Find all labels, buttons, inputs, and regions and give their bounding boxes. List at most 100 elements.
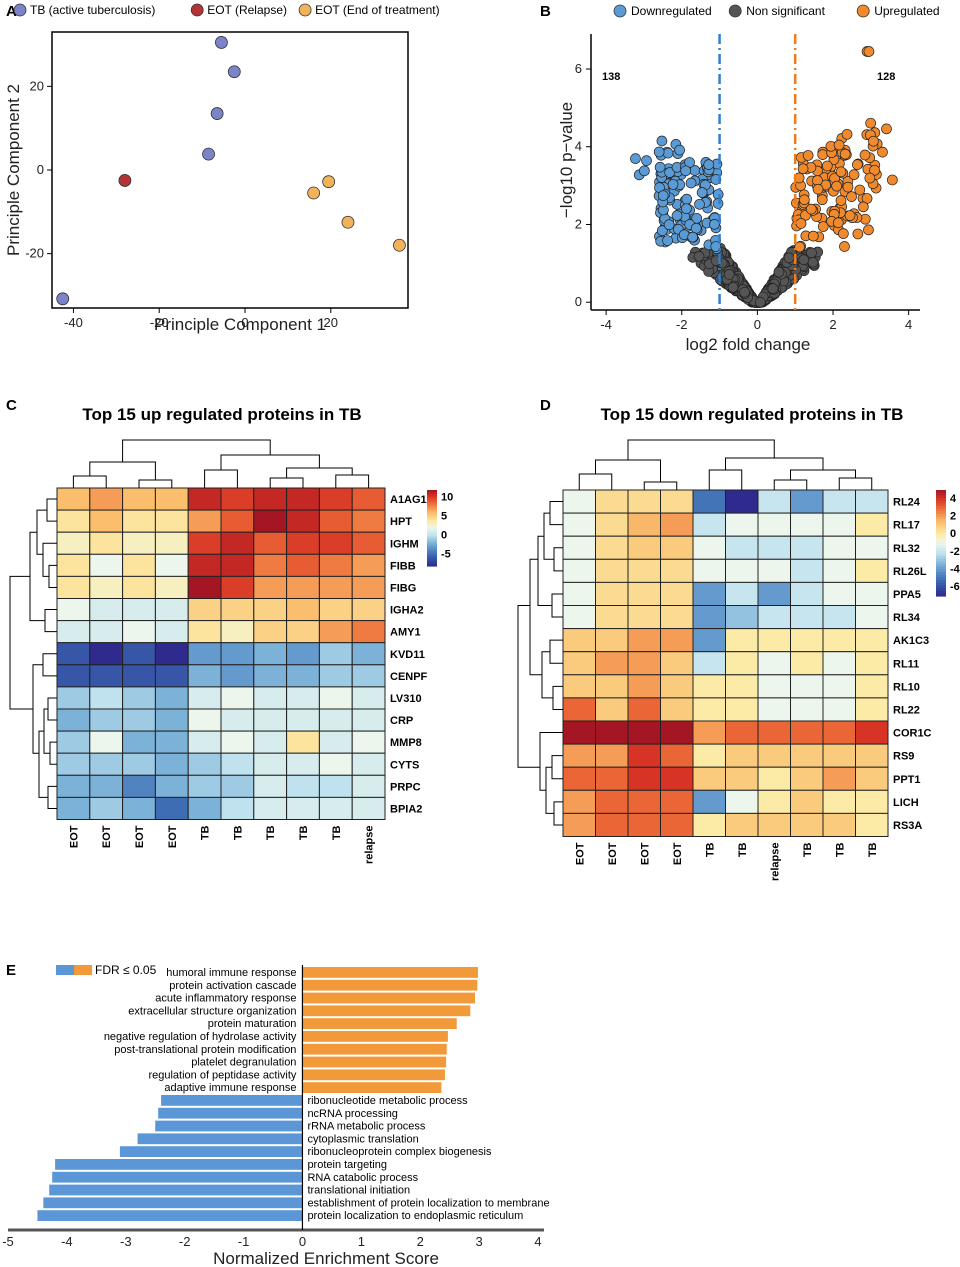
heatmap-up-legend-step [427, 509, 437, 512]
volcano-y-tick-label: 0 [575, 294, 582, 309]
heatmap-up-cell [122, 730, 156, 754]
pca-legend-marker-eot [298, 3, 312, 17]
heatmap-down-cell [692, 489, 726, 514]
heatmap-down-cell [595, 489, 629, 514]
pca-legend-label-tb: TB (active tuberculosis) [30, 3, 155, 17]
heatmap-up-col-dendrogram-branch [72, 475, 107, 488]
pca-axis-ticks: -40 -20 0 20 -20 0 20 [25, 78, 338, 330]
heatmap-up-cell [89, 752, 124, 776]
heatmap-down-row-label: COR1C [893, 728, 932, 740]
heatmap-down-legend-step [936, 513, 946, 518]
heatmap-up-cell [351, 620, 386, 644]
heatmap-down-cell [660, 651, 694, 676]
heatmap-up-col-label: TB [331, 825, 343, 840]
gsea-x-tick-label: -1 [238, 1234, 250, 1249]
heatmap-up-cell [318, 531, 353, 555]
heatmap-up-cell [122, 642, 156, 666]
heatmap-up-cell [220, 531, 255, 555]
volcano-point-nonsig [806, 247, 817, 259]
gsea-axis-ticks: -5 -4 -3 -2 -1 0 1 2 3 4 [2, 1234, 541, 1249]
heatmap-up-cell [351, 664, 386, 688]
heatmap-up-cell [220, 752, 255, 776]
heatmap-down-col-label: EOT [672, 842, 684, 865]
gsea-bar-down [137, 1133, 303, 1145]
heatmap-down-cell [855, 766, 889, 791]
heatmap-down-row-label: RL17 [893, 520, 920, 532]
heatmap-down-cell [757, 512, 791, 537]
volcano-point-down [653, 146, 665, 158]
heatmap-down-cell [757, 743, 791, 768]
heatmap-down-row-label: RL22 [893, 704, 920, 716]
volcano-down-count: 138 [602, 71, 620, 83]
gsea-term-down: protein targeting [307, 1159, 387, 1171]
gsea-term-up: extracellular structure organization [128, 1005, 296, 1017]
heatmap-up-cell [253, 642, 288, 666]
heatmap-down-cell [790, 674, 824, 699]
heatmap-down-legend-step [936, 505, 946, 510]
heatmap-up-legend-step [427, 512, 437, 516]
heatmap-up-cell [318, 642, 353, 666]
volcano-point-up [817, 149, 829, 160]
heatmap-up-col-label: EOT [167, 825, 179, 848]
heatmap-down-col-label: TB [802, 842, 814, 857]
gsea-bar-down [37, 1210, 303, 1221]
heatmap-down-legend-step [936, 574, 946, 579]
heatmap-down-cell [562, 512, 596, 537]
heatmap-up-cell [89, 509, 124, 533]
heatmap-down-cell [725, 535, 759, 560]
heatmap-down-cell [790, 743, 824, 768]
heatmap-up-row-label: CRP [390, 715, 413, 727]
heatmap-up-cell [122, 487, 156, 511]
heatmap-down-cell [822, 743, 856, 768]
heatmap-down-legend-step [936, 545, 946, 549]
gsea-bar-up [302, 1031, 448, 1042]
volcano-point-down [712, 198, 724, 209]
volcano-point-down [696, 187, 708, 198]
volcano-point-up [798, 194, 810, 206]
heatmap-up-legend-step [427, 518, 437, 521]
heatmap-down-cell [822, 628, 856, 653]
volcano-legend-marker-down [613, 4, 627, 18]
gsea-bar-down [158, 1107, 303, 1119]
heatmap-down-row-label: RL10 [893, 681, 920, 693]
heatmap-up-cell [56, 531, 91, 555]
heatmap-up-cell [187, 664, 222, 688]
heatmap-down-legend-step [936, 558, 946, 563]
pca-points [56, 36, 406, 306]
pca-panel: A TB (active tuberculosis) EOT (Relapse) E… [4, 3, 440, 334]
heatmap-up-cell [220, 509, 255, 533]
gsea-term-up: post-translational protein modification [114, 1044, 296, 1056]
heatmap-up-cell [351, 509, 386, 533]
heatmap-down-legend-step [936, 548, 946, 552]
heatmap-up-cell [318, 509, 353, 533]
heatmap-down-legend-step [936, 524, 946, 528]
volcano-y-axis-title: −log10 p−value [557, 102, 576, 218]
heatmap-up-cell [187, 796, 222, 821]
heatmap-down-cell [562, 581, 596, 607]
heatmap-down-cell [757, 581, 791, 607]
heatmap-up-cell [154, 730, 189, 754]
heatmap-down: RL24 RL17 RL32 RL26L PPA5 RL34 AK1C3 RL11 RL10 RL… [517, 439, 960, 881]
volcano-point-down [662, 147, 674, 159]
heatmap-down-cell [692, 697, 726, 722]
volcano-point-up [863, 224, 874, 236]
heatmap-down-cell [562, 789, 596, 814]
heatmap-down-cell [595, 512, 629, 537]
heatmap-up-cell [154, 686, 189, 710]
heatmap-up-cell [154, 664, 189, 688]
heatmap-down-cell [627, 512, 661, 537]
heatmap-down-cell [790, 812, 824, 838]
heatmap-up-cell [89, 553, 124, 577]
heatmap-down-legend-step [936, 540, 946, 544]
heatmap-up-cell [187, 531, 222, 555]
heatmap-up-cell [187, 730, 222, 754]
heatmap-down-cell [595, 581, 629, 607]
gsea-x-tick-label: 0 [299, 1234, 306, 1249]
heatmap-up-cell [253, 620, 288, 644]
heatmap-down-legend-step [936, 521, 946, 526]
gsea-term-down: cytoplasmic translation [307, 1133, 418, 1145]
volcano-point-down [703, 159, 715, 170]
heatmap-up-row-dendrogram-branch [38, 730, 48, 798]
